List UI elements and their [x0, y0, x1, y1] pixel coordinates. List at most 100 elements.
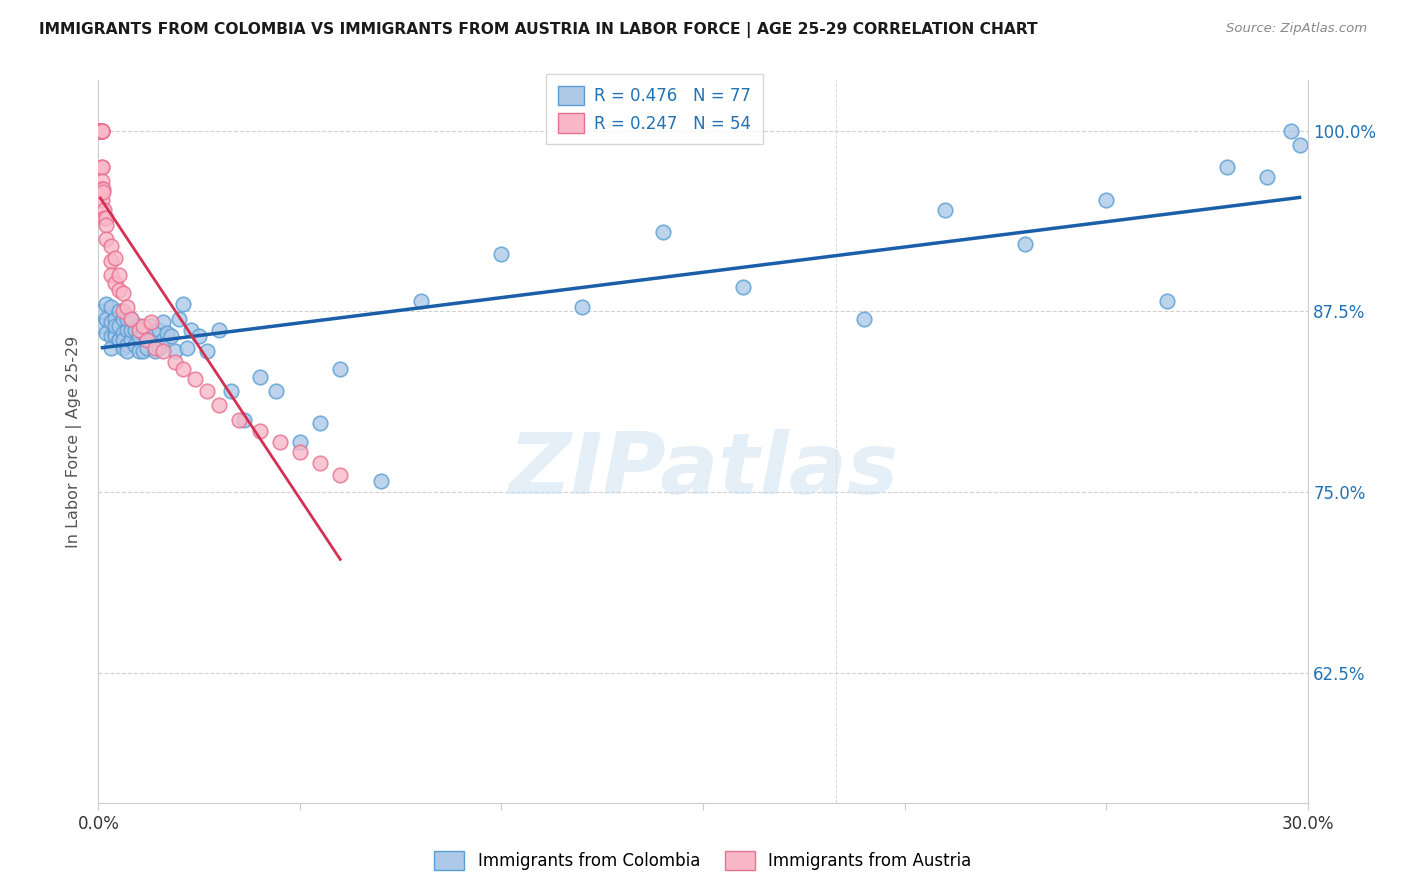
Point — [249, 369, 271, 384]
Point — [132, 318, 155, 333]
Point — [124, 337, 146, 351]
Point — [90, 124, 112, 138]
Point — [172, 362, 194, 376]
Point — [571, 300, 593, 314]
Point — [172, 297, 194, 311]
Point — [115, 337, 138, 351]
Point — [96, 218, 118, 232]
Point — [90, 124, 112, 138]
Point — [195, 343, 218, 358]
Point — [91, 318, 114, 333]
Point — [115, 300, 138, 314]
Point — [1216, 160, 1239, 174]
Point — [91, 124, 114, 138]
Point — [148, 341, 170, 355]
Point — [111, 341, 134, 355]
Y-axis label: In Labor Force | Age 25-29: In Labor Force | Age 25-29 — [66, 335, 83, 548]
Point — [91, 182, 114, 196]
Point — [139, 315, 162, 329]
Point — [128, 323, 150, 337]
Point — [107, 334, 129, 348]
Point — [232, 413, 254, 427]
Point — [163, 343, 186, 358]
Point — [91, 160, 114, 174]
Point — [156, 326, 179, 341]
Point — [90, 124, 112, 138]
Point — [107, 318, 129, 333]
Point — [107, 304, 129, 318]
Point — [139, 318, 162, 333]
Point — [148, 323, 170, 337]
Point — [90, 124, 112, 138]
Point — [107, 283, 129, 297]
Point — [221, 384, 243, 398]
Point — [90, 124, 112, 138]
Point — [491, 246, 513, 260]
Point — [103, 318, 125, 333]
Point — [89, 124, 111, 138]
Point — [100, 239, 122, 253]
Point — [111, 304, 134, 318]
Point — [1156, 294, 1178, 309]
Point — [100, 253, 122, 268]
Point — [1288, 138, 1310, 153]
Point — [91, 160, 114, 174]
Point — [733, 280, 755, 294]
Point — [1095, 193, 1118, 207]
Point — [853, 311, 876, 326]
Point — [249, 425, 271, 439]
Point — [91, 174, 114, 188]
Legend: Immigrants from Colombia, Immigrants from Austria: Immigrants from Colombia, Immigrants fro… — [427, 844, 979, 877]
Point — [167, 311, 190, 326]
Point — [103, 276, 125, 290]
Point — [651, 225, 673, 239]
Point — [143, 341, 166, 355]
Point — [128, 318, 150, 333]
Point — [91, 185, 114, 199]
Point — [115, 311, 138, 326]
Point — [934, 203, 956, 218]
Point — [329, 467, 352, 482]
Point — [409, 294, 432, 309]
Point — [120, 334, 142, 348]
Point — [160, 329, 183, 343]
Point — [135, 334, 157, 348]
Point — [1014, 236, 1036, 251]
Point — [152, 343, 174, 358]
Text: IMMIGRANTS FROM COLOMBIA VS IMMIGRANTS FROM AUSTRIA IN LABOR FORCE | AGE 25-29 C: IMMIGRANTS FROM COLOMBIA VS IMMIGRANTS F… — [39, 22, 1038, 38]
Point — [124, 323, 146, 337]
Point — [195, 384, 218, 398]
Point — [100, 300, 122, 314]
Point — [107, 268, 129, 283]
Point — [329, 362, 352, 376]
Point — [100, 268, 122, 283]
Point — [176, 341, 198, 355]
Point — [1281, 124, 1303, 138]
Point — [107, 334, 129, 348]
Text: ZIPatlas: ZIPatlas — [508, 429, 898, 512]
Point — [120, 311, 142, 326]
Text: Source: ZipAtlas.com: Source: ZipAtlas.com — [1226, 22, 1367, 36]
Point — [96, 211, 118, 225]
Point — [89, 124, 111, 138]
Point — [100, 341, 122, 355]
Point — [103, 311, 125, 326]
Point — [120, 311, 142, 326]
Point — [309, 456, 332, 470]
Point — [90, 124, 112, 138]
Point — [96, 232, 118, 246]
Point — [111, 326, 134, 341]
Point — [132, 326, 155, 341]
Point — [89, 124, 111, 138]
Point — [90, 124, 112, 138]
Point — [288, 434, 311, 449]
Point — [132, 343, 155, 358]
Point — [128, 343, 150, 358]
Point — [111, 311, 134, 326]
Point — [93, 203, 115, 218]
Point — [269, 434, 291, 449]
Point — [264, 384, 287, 398]
Point — [115, 343, 138, 358]
Point — [91, 304, 114, 318]
Point — [100, 329, 122, 343]
